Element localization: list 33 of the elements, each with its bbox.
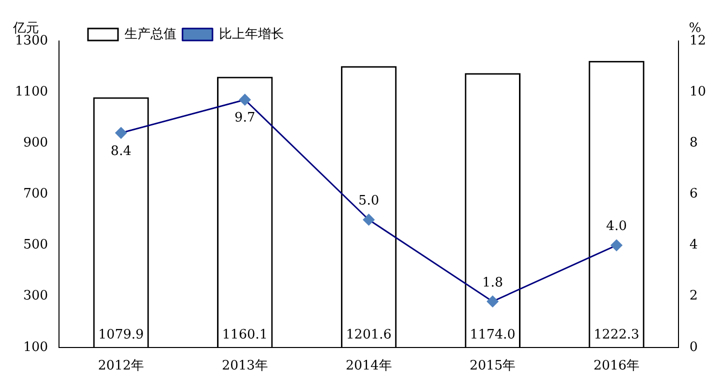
x-tick-label: 2016年 (593, 358, 640, 374)
y2-tick-label: 12 (689, 33, 706, 48)
data-label: 1.8 (482, 275, 503, 290)
data-label: 4.0 (606, 219, 627, 234)
y-tick-label: 100 (23, 340, 48, 355)
y2-tick-label: 10 (689, 84, 706, 100)
y-tick-label: 700 (23, 186, 48, 202)
y2-axis-title: % (688, 20, 702, 36)
y-tick-label: 500 (23, 238, 48, 253)
y2-tick-label: 2 (689, 288, 698, 304)
y2-tick-label: 6 (689, 186, 698, 202)
legend-label: 比上年增长 (219, 26, 284, 42)
y-tick-label: 300 (23, 288, 48, 304)
data-label: 1079.9 (98, 327, 144, 342)
y-tick-label: 900 (23, 136, 48, 151)
x-tick-label: 2014年 (346, 358, 392, 374)
x-tick-label: 2015年 (470, 358, 516, 374)
x-tick-label: 2013年 (222, 358, 268, 374)
data-label: 1222.3 (594, 327, 640, 342)
data-label: 9.7 (234, 110, 256, 126)
y2-tick-label: 4 (689, 238, 698, 253)
y-tick-label: 1300 (14, 33, 48, 48)
data-label: 5.0 (358, 194, 380, 209)
y2-tick-label: 8 (689, 136, 698, 151)
y-tick-label: 1100 (14, 84, 48, 100)
data-label: 1201.6 (346, 327, 392, 342)
data-label: 8.4 (110, 144, 132, 159)
y-axis-title: 亿元 (12, 20, 39, 36)
y2-tick-label: 0 (689, 340, 698, 355)
data-label: 1160.1 (222, 327, 268, 342)
legend-label: 生产总值 (124, 26, 176, 42)
data-label: 1174.0 (470, 327, 516, 342)
x-tick-label: 2012年 (98, 358, 144, 374)
